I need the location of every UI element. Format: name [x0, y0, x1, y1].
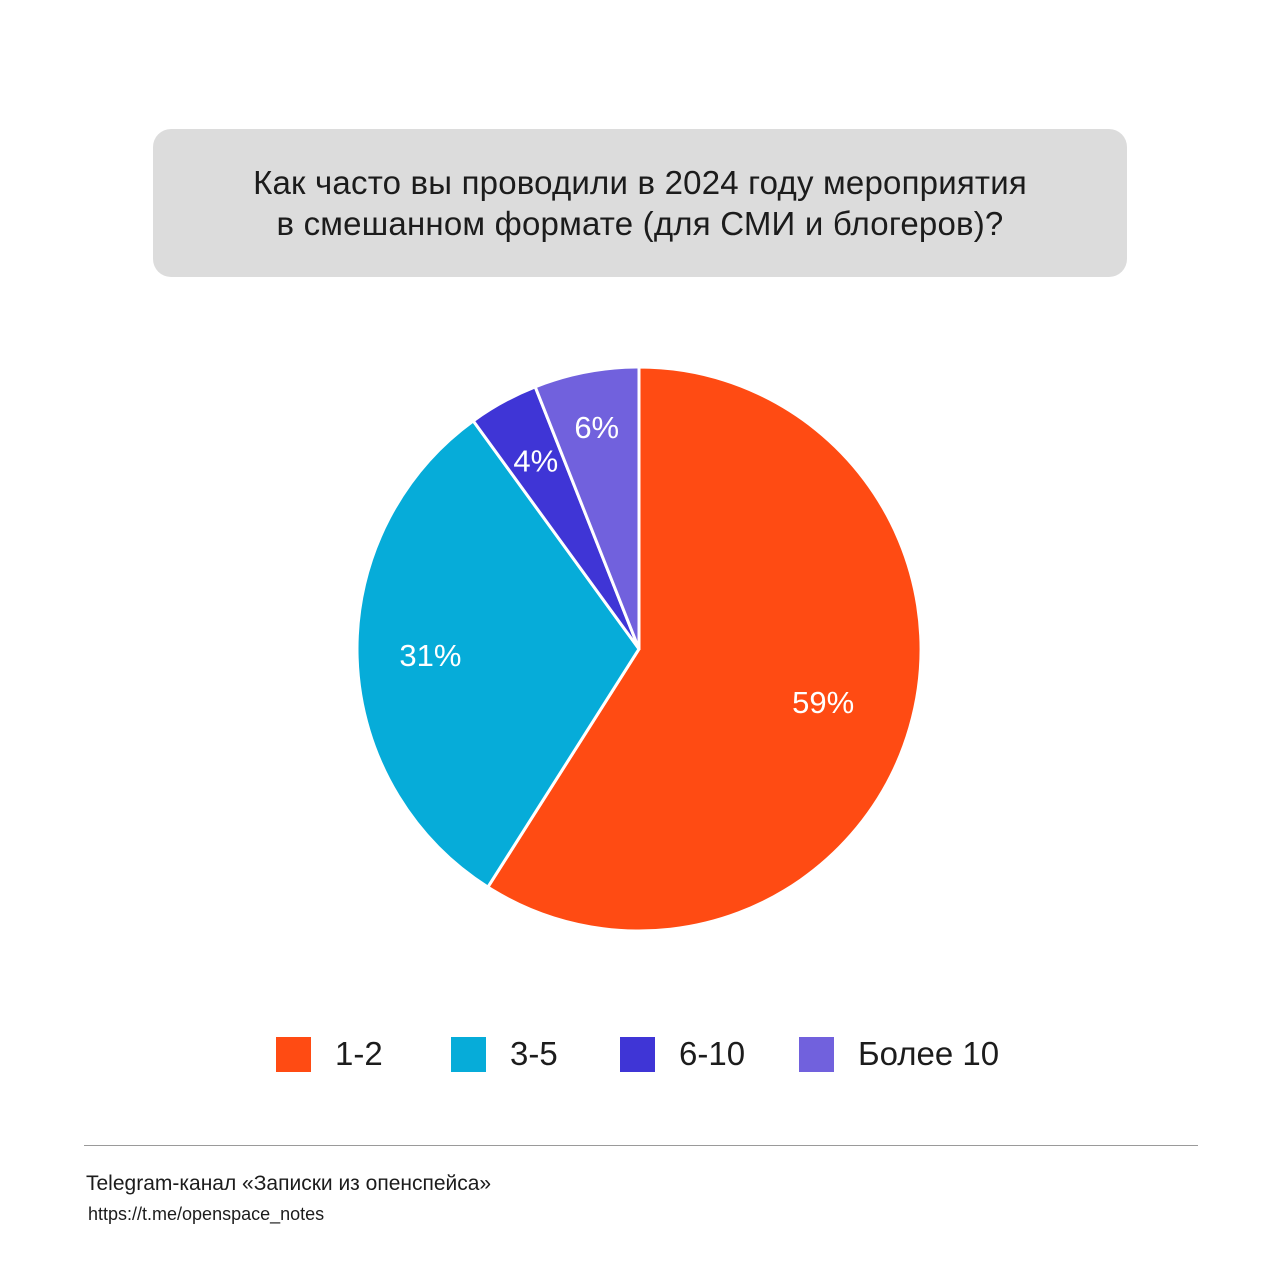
legend-swatch-1-2	[276, 1036, 311, 1072]
legend-label-1-2: 1-2	[335, 1035, 383, 1072]
pie-label-1-2: 59%	[792, 685, 854, 720]
legend-swatch-3-5	[451, 1036, 486, 1072]
pie-label-6-10: 4%	[513, 444, 558, 479]
footer-channel-link[interactable]: https://t.me/openspace_notes	[88, 1204, 325, 1224]
legend-item-3-5: 3-5	[451, 1032, 558, 1076]
legend-item-6-10: 6-10	[620, 1032, 745, 1076]
chart-legend: 1-2 3-5 6-10 Более 10	[0, 1032, 1280, 1076]
pie-slice-more-10	[533, 365, 641, 651]
legend-label-3-5: 3-5	[510, 1035, 558, 1072]
legend-swatch-6-10	[620, 1036, 655, 1072]
legend-swatch-more-10	[799, 1036, 834, 1072]
legend-label-more-10: Более 10	[858, 1035, 1000, 1072]
pie-label-more-10: 6%	[574, 410, 619, 445]
legend-item-1-2: 1-2	[276, 1032, 383, 1076]
question-title-line-1: Как часто вы проводили в 2024 году мероп…	[253, 164, 1027, 201]
pie-slice-1-2	[486, 365, 923, 933]
question-title-line-2: в смешанном формате (для СМИ и блогеров)…	[276, 205, 1004, 242]
legend-item-more-10: Более 10	[799, 1032, 999, 1076]
pie-slice-3-5	[355, 419, 641, 889]
legend-label-6-10: 6-10	[679, 1035, 746, 1072]
question-title: Как часто вы проводили в 2024 году мероп…	[253, 162, 1027, 244]
footer-channel-name: Telegram-канал «Записки из опенспейса»	[86, 1172, 492, 1195]
question-title-box: Как часто вы проводили в 2024 году мероп…	[153, 129, 1127, 277]
pie-label-3-5: 31%	[399, 638, 461, 673]
footer-divider	[84, 1145, 1198, 1146]
